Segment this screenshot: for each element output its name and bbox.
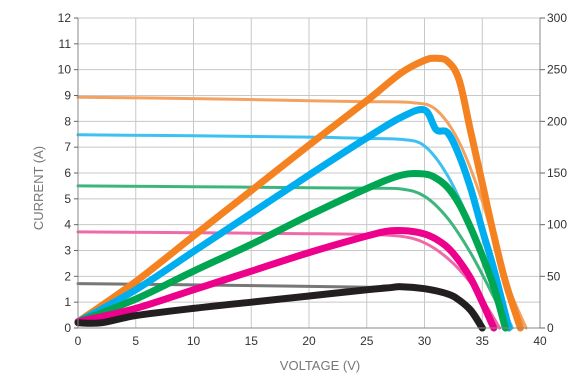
y-tick-label: 0 [64,321,71,335]
y-axis-title: CURRENT (A) [31,146,46,230]
y2-tick-label: 0 [547,321,554,335]
y-tick-label: 5 [64,192,71,206]
y2-tick-label: 200 [547,114,567,128]
x-tick-label: 5 [132,334,139,348]
y2-tick-label: 100 [547,218,567,232]
power-curves [74,54,524,332]
y-tick-label: 3 [64,244,71,258]
y-tick-label: 4 [64,218,71,232]
y-tick-label: 2 [64,269,71,283]
y2-tick-label: 50 [547,269,561,283]
x-tick-label: 10 [187,334,201,348]
y-tick-label: 8 [64,114,71,128]
current-curve-2 [76,184,511,330]
y2-tick-label: 300 [547,11,567,25]
x-tick-label: 40 [533,334,547,348]
power-curve-2 [74,169,509,332]
y2-tick-label: 150 [547,166,567,180]
x-axis-title: VOLTAGE (V) [280,358,360,373]
y-tick-label: 6 [64,166,71,180]
x-tick-label: 20 [302,334,316,348]
x-tick-label: 25 [360,334,374,348]
y-tick-label: 9 [64,89,71,103]
x-tick-label: 15 [245,334,259,348]
y-tick-label: 12 [58,11,72,25]
x-tick-label: 0 [75,334,82,348]
y-tick-label: 7 [64,140,71,154]
power-curve-1 [74,106,513,332]
x-tick-label: 30 [418,334,432,348]
y-tick-label: 11 [59,37,72,51]
tick-labels: 0 5 10 15 20 25 30 35 40012345678910111205010015… [58,11,568,348]
x-tick-label: 35 [476,334,490,348]
power-curve-4 [74,283,486,332]
y2-tick-label: 250 [547,63,567,77]
power-curve-3 [74,226,498,332]
y-tick-label: 1 [64,295,71,309]
power-curve-0 [74,54,524,332]
y-tick-label: 10 [58,63,72,77]
